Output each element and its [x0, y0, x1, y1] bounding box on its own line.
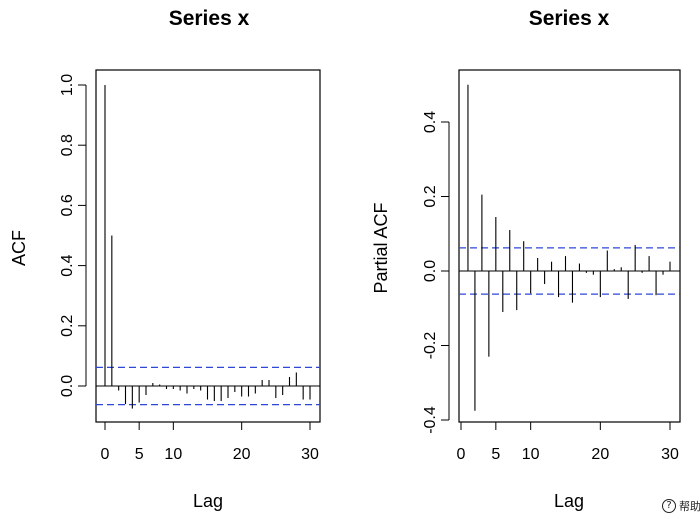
pacf-title: Series x [529, 7, 610, 30]
acf-y-tick-label-5: 1.0 [59, 74, 76, 96]
acf-y-tick-label-1: 0.2 [59, 315, 76, 337]
pacf-y-axis-label: Partial ACF [371, 202, 391, 293]
acf-x-tick-label-30: 30 [301, 446, 319, 463]
pacf-panel: Series x Lag Partial ACF 0 5 10 20 30 -0.4 -0.… [371, 7, 681, 511]
acf-title: Series x [169, 7, 250, 30]
acf-x-tick-label-0: 0 [101, 446, 110, 463]
acf-x-tick-label-20: 20 [233, 446, 251, 463]
pacf-y-tick-label-3: 0.2 [422, 185, 439, 207]
pacf-y-tick-label-4: 0.4 [422, 111, 439, 133]
acf-y-tick-label-4: 0.8 [59, 134, 76, 156]
help-button[interactable]: ? 帮助 [662, 496, 700, 516]
pacf-x-tick-label-10: 10 [522, 446, 540, 463]
pacf-y-tick-label-0: -0.4 [422, 406, 439, 434]
pacf-y-tick-label-1: -0.2 [422, 332, 439, 360]
pacf-plot-frame [458, 69, 681, 423]
acf-x-tick-label-5: 5 [135, 446, 144, 463]
help-label: 帮助 [679, 500, 700, 513]
acf-y-tick-label-3: 0.6 [59, 194, 76, 216]
acf-x-tick-label-10: 10 [164, 446, 182, 463]
pacf-x-tick-label-20: 20 [591, 446, 609, 463]
acf-y-tick-label-0: 0.0 [59, 375, 76, 397]
acf-y-tick-label-2: 0.4 [59, 254, 76, 276]
acf-plot-frame [95, 69, 321, 423]
pacf-x-tick-label-30: 30 [661, 446, 679, 463]
acf-panel: Series x Lag ACF 0 5 10 20 30 0.0 0.2 0.4 0.6 0.8… [9, 7, 321, 511]
pacf-x-tick-label-5: 5 [491, 446, 500, 463]
pacf-y-tick-label-2: 0.0 [422, 260, 439, 282]
acf-x-axis-label: Lag [193, 491, 223, 511]
acf-y-axis-label: ACF [9, 230, 29, 266]
question-circle-icon: ? [662, 499, 676, 513]
pacf-x-axis-label: Lag [554, 491, 584, 511]
pacf-x-tick-label-0: 0 [457, 446, 466, 463]
